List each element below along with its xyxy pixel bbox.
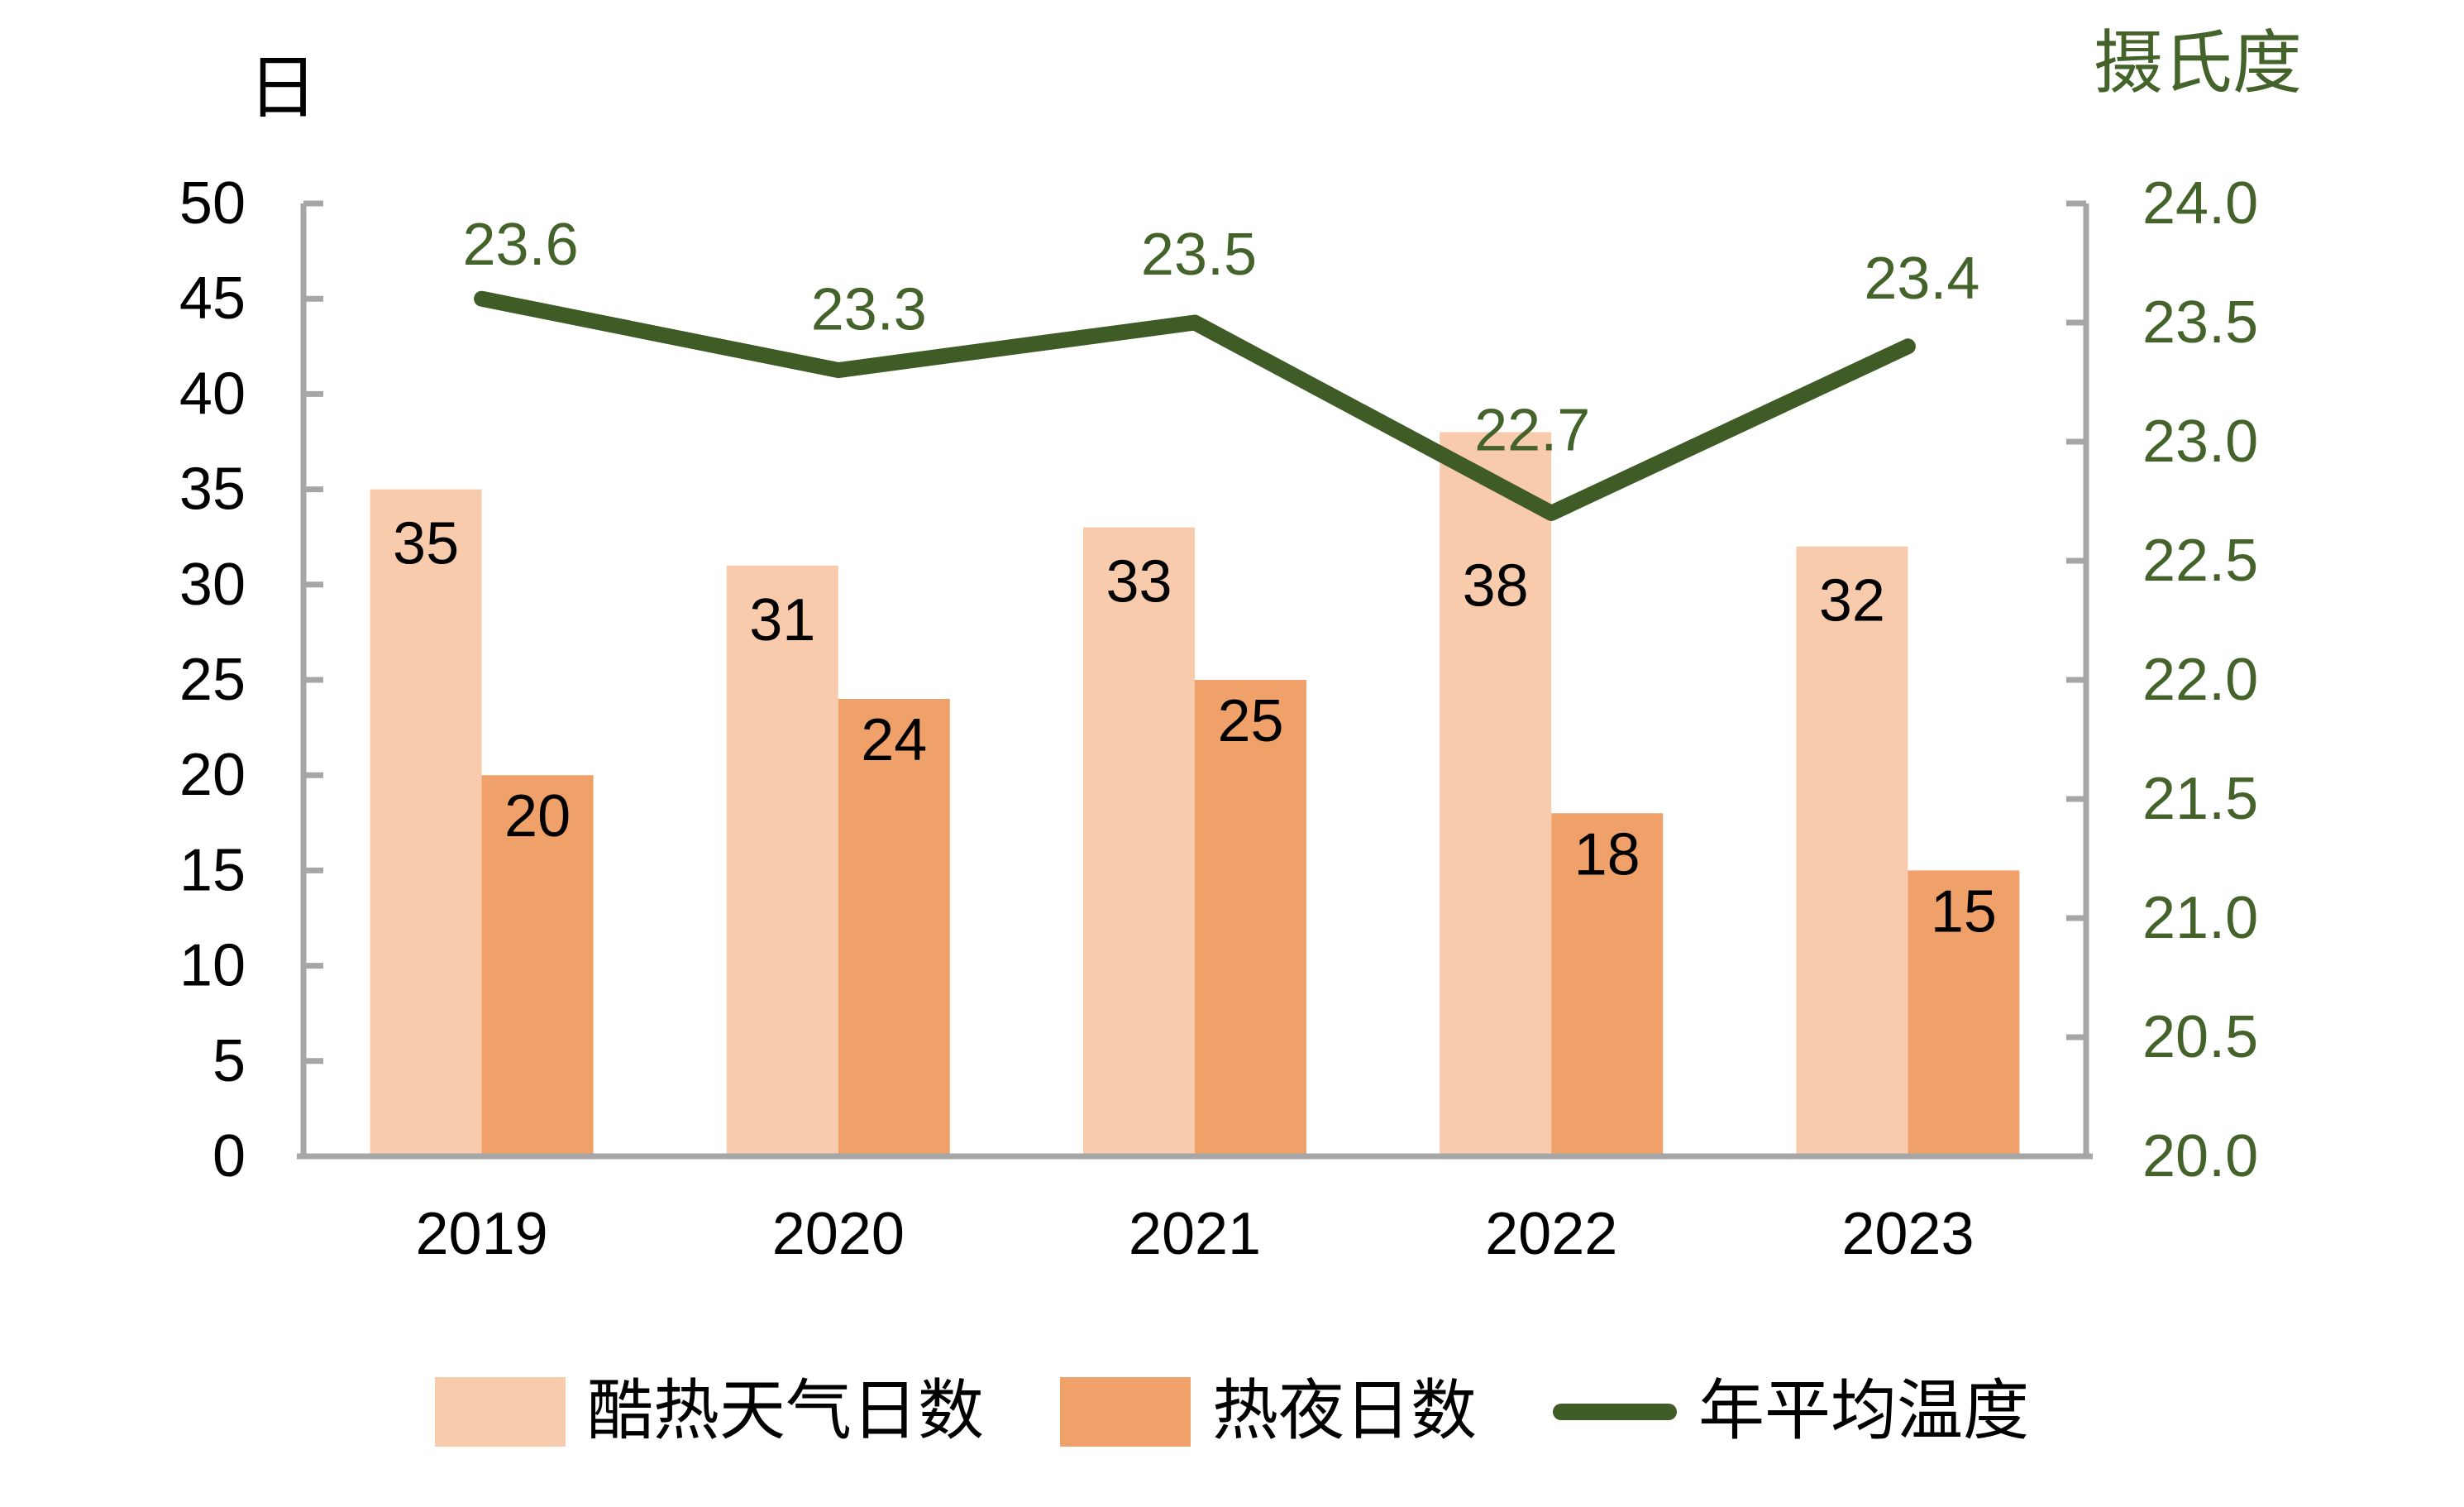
bar-value-label: 25: [1217, 688, 1283, 754]
bar-hot-weather-days-2023: [1796, 546, 1908, 1156]
bar-value-label: 20: [504, 783, 571, 849]
left-axis-tick-label: 15: [179, 837, 246, 903]
left-axis-tick-label: 25: [179, 647, 246, 713]
x-axis-label-2023: 2023: [1841, 1201, 1974, 1267]
right-axis-tick-label: 20.5: [2142, 1004, 2258, 1070]
right-axis-tick-label: 20.0: [2142, 1123, 2258, 1189]
line-value-label: 23.3: [811, 277, 927, 343]
bar-value-label: 24: [861, 707, 927, 773]
line-value-label: 23.4: [1864, 246, 1979, 312]
hot-nights-swatch-icon: [1060, 1377, 1191, 1447]
x-axis-label-2021: 2021: [1129, 1201, 1261, 1267]
bar-hot-nights-2023: [1908, 870, 2020, 1156]
bar-hot-weather-days-2021: [1083, 527, 1195, 1156]
left-axis-tick-label: 5: [212, 1028, 246, 1094]
left-axis-tick-label: 0: [212, 1123, 246, 1189]
line-value-label: 22.7: [1474, 397, 1590, 463]
left-axis-tick-label: 20: [179, 742, 246, 808]
bar-hot-nights-2019: [481, 775, 594, 1156]
bar-hot-weather-days-2020: [726, 565, 838, 1156]
right-axis-tick-label: 21.0: [2142, 885, 2258, 951]
line-value-label: 23.5: [1141, 222, 1257, 288]
left-axis-tick-label: 45: [179, 266, 246, 332]
right-axis-tick-label: 23.5: [2142, 289, 2258, 356]
bar-value-label: 15: [1931, 878, 1997, 945]
bar-hot-nights-2022: [1551, 813, 1664, 1156]
bar-value-label: 38: [1463, 553, 1529, 619]
legend-label-hot-weather-days: 酷热天气日数: [587, 1375, 984, 1448]
right-axis-tick-label: 22.0: [2142, 647, 2258, 713]
left-axis-title: 日: [247, 50, 318, 127]
left-axis-tick-label: 10: [179, 933, 246, 999]
right-axis-tick-label: 21.5: [2142, 766, 2258, 832]
line-value-label: 23.6: [463, 212, 579, 278]
right-axis-tick-label: 22.5: [2142, 528, 2258, 594]
bar-value-label: 32: [1819, 568, 1885, 634]
left-axis-tick-label: 35: [179, 457, 246, 523]
legend-item-annual-mean-temperature: 年平均温度: [1553, 1379, 2029, 1445]
bar-value-label: 35: [393, 511, 459, 577]
legend-item-hot-weather-days: 酷热天气日数: [435, 1377, 984, 1447]
annual-mean-temperature-line-icon: [1553, 1404, 1677, 1420]
x-axis-label-2022: 2022: [1485, 1201, 1617, 1267]
bar-value-label: 33: [1105, 549, 1172, 615]
right-axis-title: 摄氏度: [2093, 26, 2302, 103]
legend-item-hot-nights: 热夜日数: [1060, 1377, 1477, 1447]
x-axis-label-2020: 2020: [772, 1201, 905, 1267]
bar-value-label: 18: [1574, 821, 1640, 887]
bar-hot-nights-2020: [838, 699, 950, 1156]
legend: 酷热天气日数 热夜日数 年平均温度: [0, 1366, 2464, 1457]
left-axis-tick-label: 50: [179, 170, 246, 237]
bar-hot-weather-days-2022: [1440, 432, 1552, 1156]
right-axis-tick-label: 23.0: [2142, 409, 2258, 475]
bar-value-label: 31: [749, 587, 815, 653]
legend-label-annual-mean-temperature: 年平均温度: [1698, 1375, 2029, 1448]
x-axis-label-2019: 2019: [416, 1201, 548, 1267]
legend-label-hot-nights: 热夜日数: [1212, 1375, 1477, 1448]
hot-weather-days-swatch-icon: [435, 1377, 566, 1447]
bar-hot-nights-2021: [1195, 680, 1306, 1156]
annual-mean-temperature-line: [474, 290, 1916, 521]
left-axis-tick-label: 30: [179, 552, 246, 618]
right-axis-tick-label: 24.0: [2142, 170, 2258, 237]
bar-hot-weather-days-2019: [370, 489, 482, 1156]
left-axis-tick-label: 40: [179, 361, 246, 427]
